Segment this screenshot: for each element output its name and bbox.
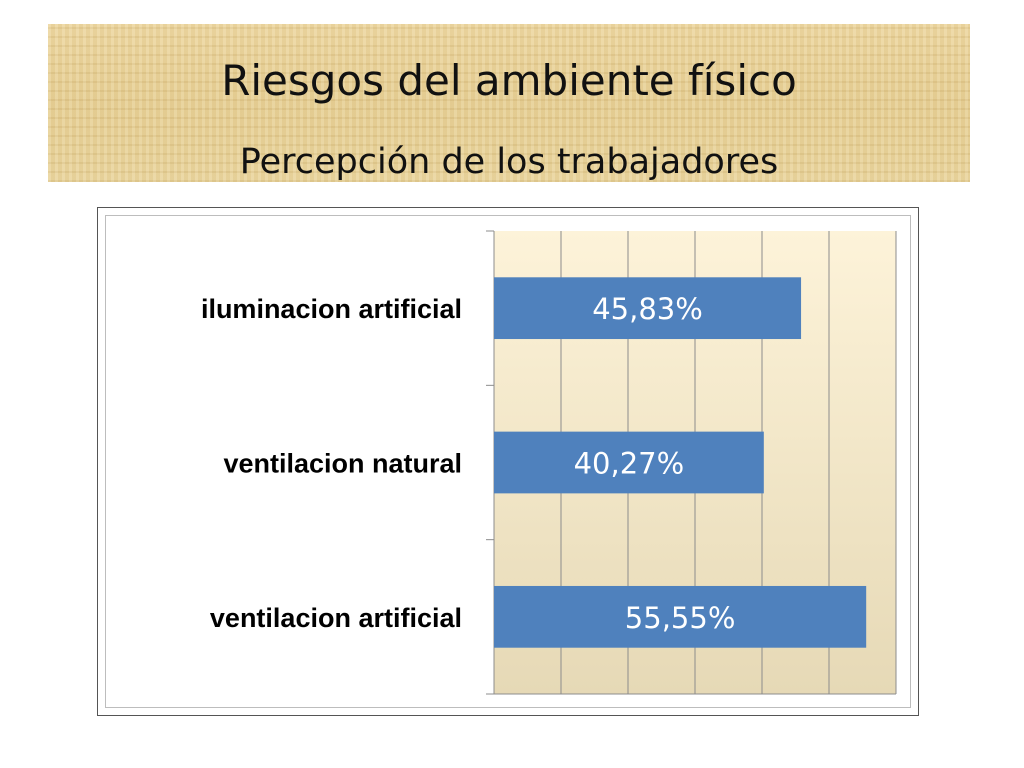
data-label: 45,83% xyxy=(592,292,703,326)
chart-area xyxy=(105,215,911,708)
bar xyxy=(494,431,764,494)
category-label: ventilacion natural xyxy=(223,449,462,479)
bar xyxy=(494,277,802,340)
category-label: ventilacion artificial xyxy=(210,603,462,633)
bar-chart: iluminacion artificial 45,83% ventilacion … xyxy=(201,230,897,695)
title-band: Riesgos del ambiente físico Percepción d… xyxy=(48,24,970,182)
category-label: iluminacion artificial xyxy=(201,294,462,324)
slide-title: Riesgos del ambiente físico xyxy=(221,56,797,105)
data-label: 55,55% xyxy=(625,601,736,635)
slide-subtitle: Percepción de los trabajadores xyxy=(239,142,779,182)
data-label: 40,27% xyxy=(574,447,685,481)
bar xyxy=(494,585,867,648)
chart-frame: iluminacion artificial 45,83% ventilacion … xyxy=(97,207,919,716)
